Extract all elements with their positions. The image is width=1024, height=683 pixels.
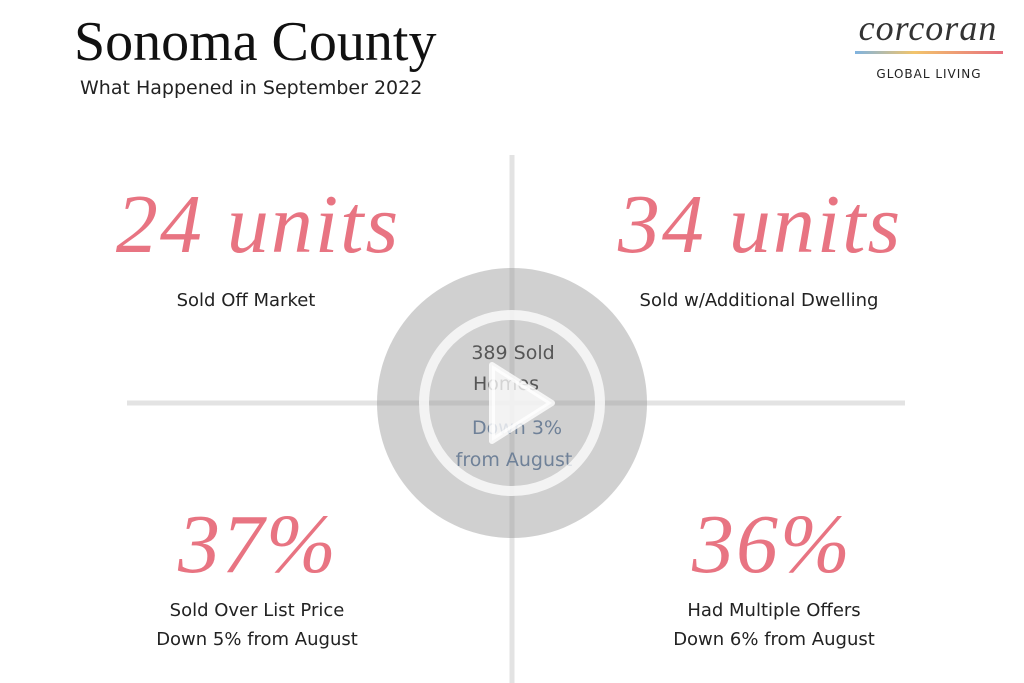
stat-label: Sold Over List Price [170, 600, 345, 621]
play-button[interactable] [377, 268, 647, 538]
center-text: 389 Sold [471, 342, 554, 364]
subtitle: What Happened in September 2022 [80, 77, 422, 99]
stat-label: Down 6% from August [673, 629, 875, 650]
play-icon[interactable] [489, 362, 555, 444]
logo-bar [855, 51, 1003, 54]
stat-label: Down 5% from August [156, 629, 358, 650]
stat-figure: 36% [691, 498, 852, 591]
center-change: from August [456, 449, 573, 471]
logo-tagline: GLOBAL LIVING [876, 67, 981, 81]
title: Sonoma County [74, 11, 436, 73]
stat-label: Sold Off Market [177, 290, 316, 311]
stat-figure: 34 units [617, 178, 902, 271]
play-ring[interactable] [419, 310, 605, 496]
stat-figure: 24 units [116, 178, 400, 271]
stat-label: Sold w/Additional Dwelling [640, 290, 879, 311]
stat-label: Had Multiple Offers [687, 600, 860, 621]
stat-figure: 37% [177, 498, 338, 591]
logo-name: corcoran [859, 8, 998, 48]
